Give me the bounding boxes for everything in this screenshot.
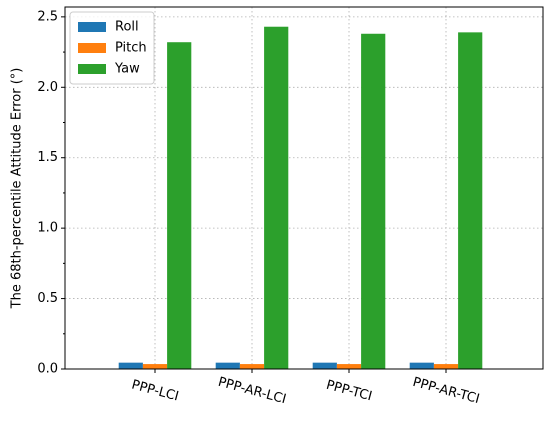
legend-label: Pitch [115, 41, 147, 56]
bar [336, 364, 362, 369]
plot-frame [64, 6, 544, 370]
y-tick-label: 0.5 [37, 291, 58, 306]
bar [167, 42, 192, 369]
y-tick-label: 1.0 [37, 221, 58, 236]
bar [264, 26, 289, 369]
legend-swatch [78, 22, 106, 32]
legend-label: Yaw [114, 62, 140, 77]
bar [361, 33, 386, 370]
bar [239, 364, 265, 369]
bar [118, 362, 143, 369]
bar [312, 362, 337, 369]
bar [215, 362, 240, 369]
bar [433, 364, 459, 369]
legend-swatch [78, 64, 106, 74]
y-tick-label: 1.5 [37, 150, 58, 165]
y-tick-label: 0.0 [37, 362, 58, 377]
bar [409, 362, 434, 369]
y-axis-label: The 68th-percentile Attitude Error (°) [10, 68, 25, 310]
y-tick-label: 2.0 [37, 80, 58, 95]
x-tick-label: PPP-LCI [130, 378, 180, 405]
legend-swatch [78, 43, 106, 53]
bar [142, 364, 168, 369]
x-tick-label: PPP-TCI [324, 378, 373, 405]
x-tick-label: PPP-AR-TCI [411, 375, 481, 407]
x-tick-label: PPP-AR-LCI [216, 375, 287, 408]
y-tick-label: 2.5 [37, 9, 58, 24]
legend: Roll Pitch Yaw [69, 11, 155, 85]
bar [458, 32, 483, 369]
legend-label: Roll [115, 20, 139, 35]
